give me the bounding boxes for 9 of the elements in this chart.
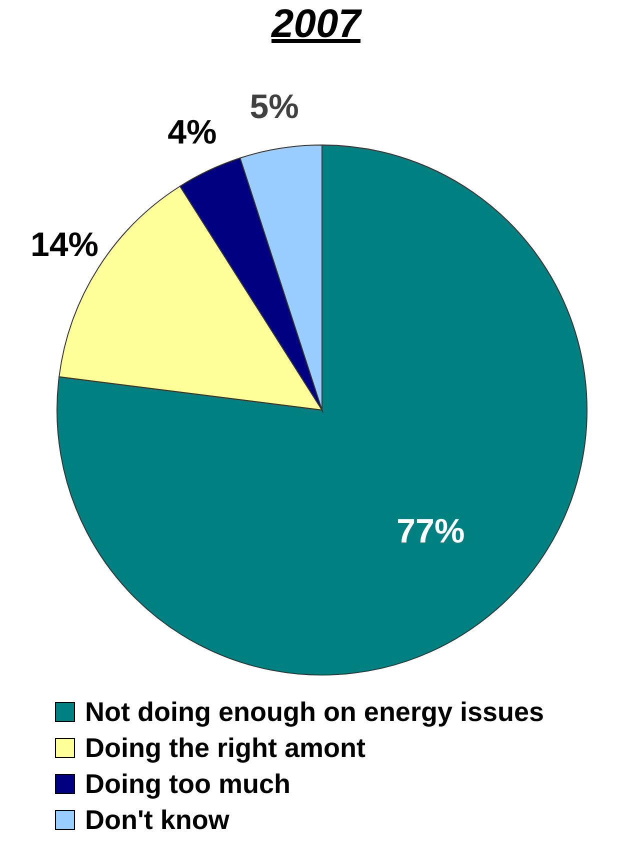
legend-label: Doing too much [85,768,290,800]
data-label: 77% [396,512,465,551]
legend-label: Don't know [85,804,230,836]
legend-label: Doing the right amont [85,732,366,764]
data-label: 4% [168,113,217,152]
data-label: 14% [30,226,99,264]
data-label: 5% [250,88,299,126]
legend-label: Not doing enough on energy issues [85,696,544,728]
chart-title: 2007 [270,1,363,48]
